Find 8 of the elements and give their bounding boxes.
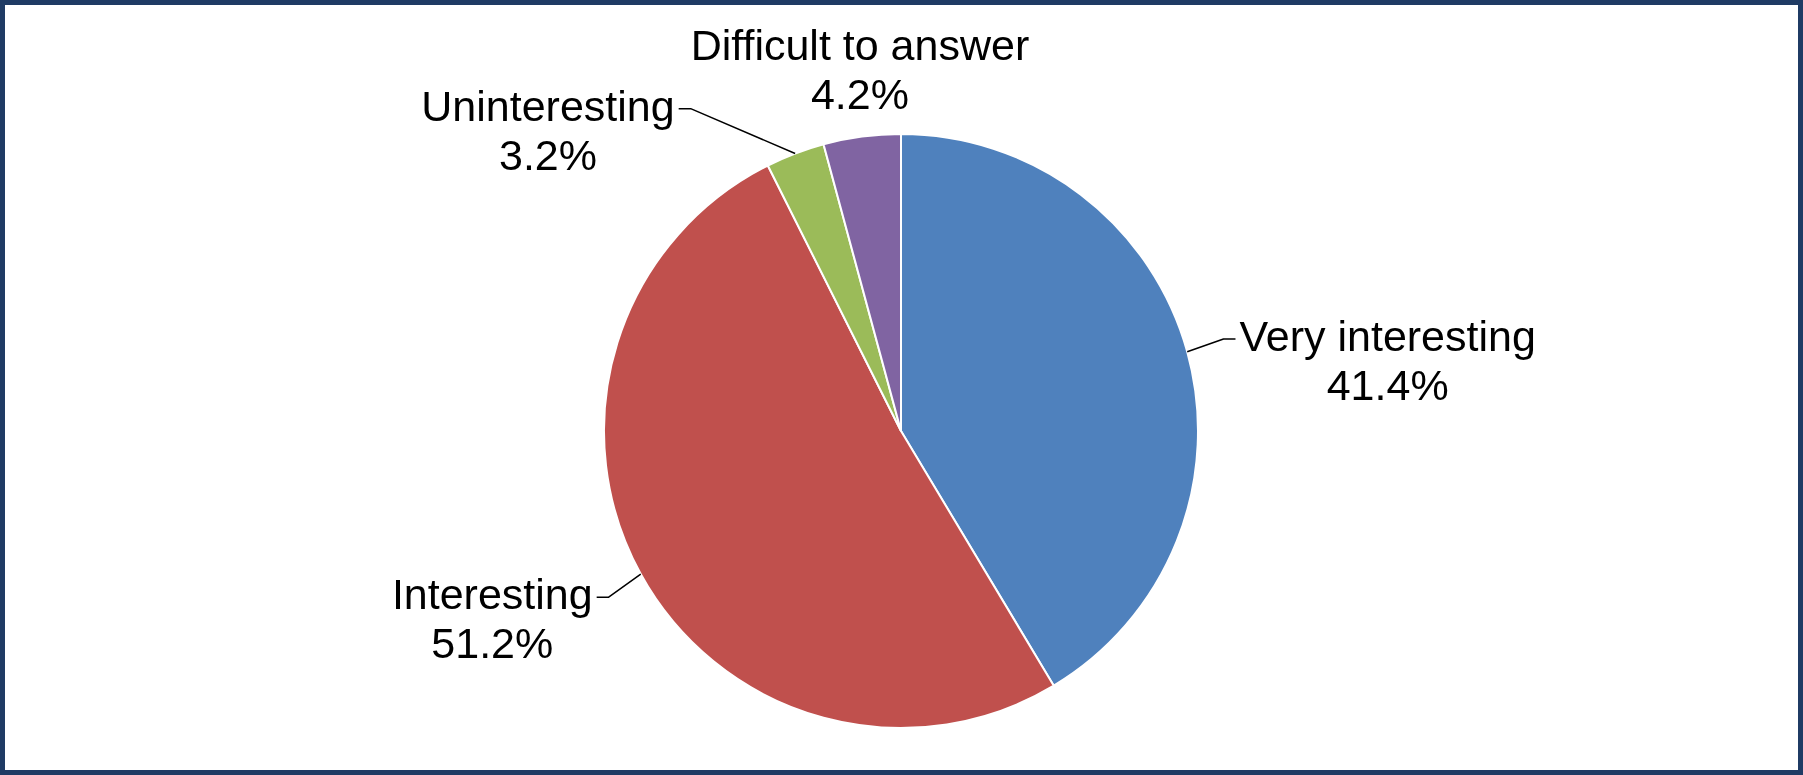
data-label: 3.2%	[498, 130, 597, 179]
slice-label: Very interesting	[1239, 311, 1536, 360]
slice-label: Uninteresting	[421, 81, 675, 130]
data-label: 41.4%	[1326, 360, 1449, 409]
data-label: 51.2%	[431, 619, 554, 668]
data-label: 4.2%	[810, 70, 909, 119]
slice-label: Difficult to answer	[690, 21, 1030, 70]
slice-label: Interesting	[391, 570, 593, 619]
